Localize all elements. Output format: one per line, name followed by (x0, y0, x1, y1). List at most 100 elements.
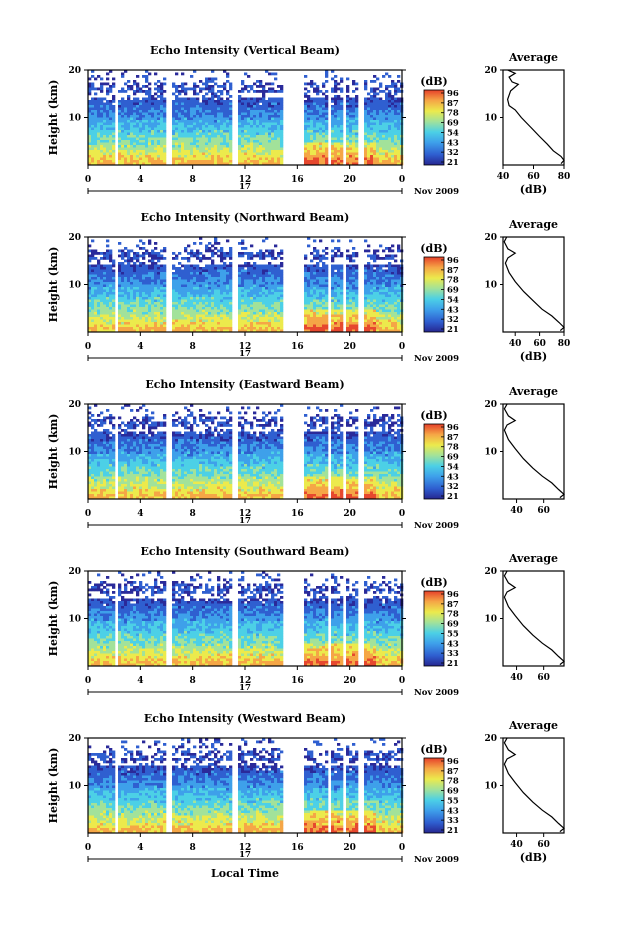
heatmap-cell (265, 102, 269, 106)
heatmap-cell (205, 307, 209, 310)
heatmap-cell (394, 107, 398, 111)
heatmap-cell (142, 97, 146, 101)
heatmap-cell (136, 289, 140, 293)
heatmap-cell (346, 287, 350, 290)
heatmap-cell (229, 150, 233, 153)
heatmap-cell (340, 160, 344, 163)
heatmap-cell (196, 160, 200, 163)
heatmap-cell (253, 155, 257, 158)
heatmap-cell (334, 155, 338, 158)
heatmap-cell (313, 147, 317, 151)
heatmap-cell (346, 297, 350, 300)
heatmap-cell (148, 279, 152, 283)
heatmap-cell (313, 130, 317, 133)
heatmap-cell (145, 317, 149, 320)
heatmap-cell (139, 150, 143, 153)
heatmap-cell (202, 107, 206, 111)
heatmap-cell (97, 252, 101, 255)
heatmap-cell (277, 147, 281, 151)
heatmap-cell (196, 115, 200, 118)
heatmap-cell (193, 102, 197, 106)
heatmap-cell (331, 292, 335, 295)
heatmap-cell (133, 294, 137, 298)
heatmap-cell (367, 249, 371, 253)
heatmap-cell (97, 105, 101, 108)
heatmap-cell (88, 100, 92, 103)
heatmap-cell (103, 277, 107, 280)
heatmap-cell (223, 302, 227, 305)
heatmap-cell (208, 287, 212, 290)
heatmap-cell (370, 155, 374, 158)
heatmap-cell (253, 150, 257, 153)
heatmap-cell (268, 157, 272, 161)
heatmap-cell (310, 314, 314, 318)
heatmap-cell (373, 302, 377, 305)
heatmap-cell (247, 117, 251, 121)
heatmap-cell (229, 107, 233, 111)
heatmap-cell (379, 287, 383, 290)
heatmap-cell (382, 284, 386, 288)
heatmap-cell (391, 249, 395, 253)
heatmap-cell (271, 277, 275, 280)
heatmap-cell (394, 92, 398, 96)
heatmap-cell (103, 130, 107, 133)
heatmap-cell (205, 132, 209, 136)
heatmap-cell (277, 297, 281, 300)
heatmap-cell (172, 277, 176, 280)
heatmap-cell (250, 284, 254, 288)
heatmap-cell (226, 304, 230, 308)
heatmap-cell (322, 155, 326, 158)
heatmap-cell (325, 127, 329, 131)
heatmap-cell (160, 309, 164, 313)
heatmap-cell (319, 302, 323, 305)
heatmap-cell (241, 145, 245, 148)
heatmap-cell (100, 85, 104, 88)
heatmap-cell (136, 279, 140, 283)
heatmap-cell (139, 309, 143, 313)
heatmap-cell (244, 307, 248, 310)
heatmap-cell (112, 272, 116, 275)
heatmap-cell (217, 254, 221, 258)
heatmap-cell (154, 299, 158, 303)
heatmap-cell (178, 125, 182, 128)
heatmap-cell (388, 92, 392, 96)
heatmap-cell (196, 155, 200, 158)
heatmap-cell (106, 314, 110, 318)
heatmap-cell (163, 147, 167, 151)
heatmap-cell (325, 289, 329, 293)
heatmap-cell (394, 269, 398, 273)
heatmap-cell (214, 145, 218, 148)
heatmap-cell (274, 112, 278, 116)
heatmap-cell (280, 287, 284, 290)
heatmap-cell (190, 130, 194, 133)
heatmap-cell (247, 85, 251, 88)
heatmap-cell (352, 160, 356, 163)
heatmap-cell (226, 162, 230, 166)
heatmap-cell (205, 125, 209, 128)
heatmap-cell (280, 147, 284, 151)
heatmap-cell (229, 110, 233, 113)
heatmap-cell (271, 309, 275, 313)
heatmap-cell (331, 259, 335, 263)
heatmap-cell (256, 252, 260, 255)
heatmap-cell (379, 85, 383, 88)
heatmap-cell (244, 304, 248, 308)
heatmap-cell (352, 105, 356, 108)
heatmap-cell (334, 274, 338, 278)
heatmap-cell (352, 100, 356, 103)
heatmap-cell (175, 289, 179, 293)
heatmap-cell (214, 110, 218, 113)
heatmap-cell (316, 160, 320, 163)
heatmap-cell (373, 254, 377, 258)
heatmap-cell (97, 262, 101, 265)
heatmap-cell (313, 304, 317, 308)
heatmap-cell (274, 102, 278, 106)
heatmap-cell (127, 105, 131, 108)
heatmap-cell (133, 307, 137, 310)
heatmap-cell (331, 257, 335, 260)
heatmap-cell (202, 160, 206, 163)
heatmap-cell (340, 107, 344, 111)
heatmap-cell (388, 277, 392, 280)
heatmap-cell (352, 269, 356, 273)
heatmap-cell (391, 284, 395, 288)
